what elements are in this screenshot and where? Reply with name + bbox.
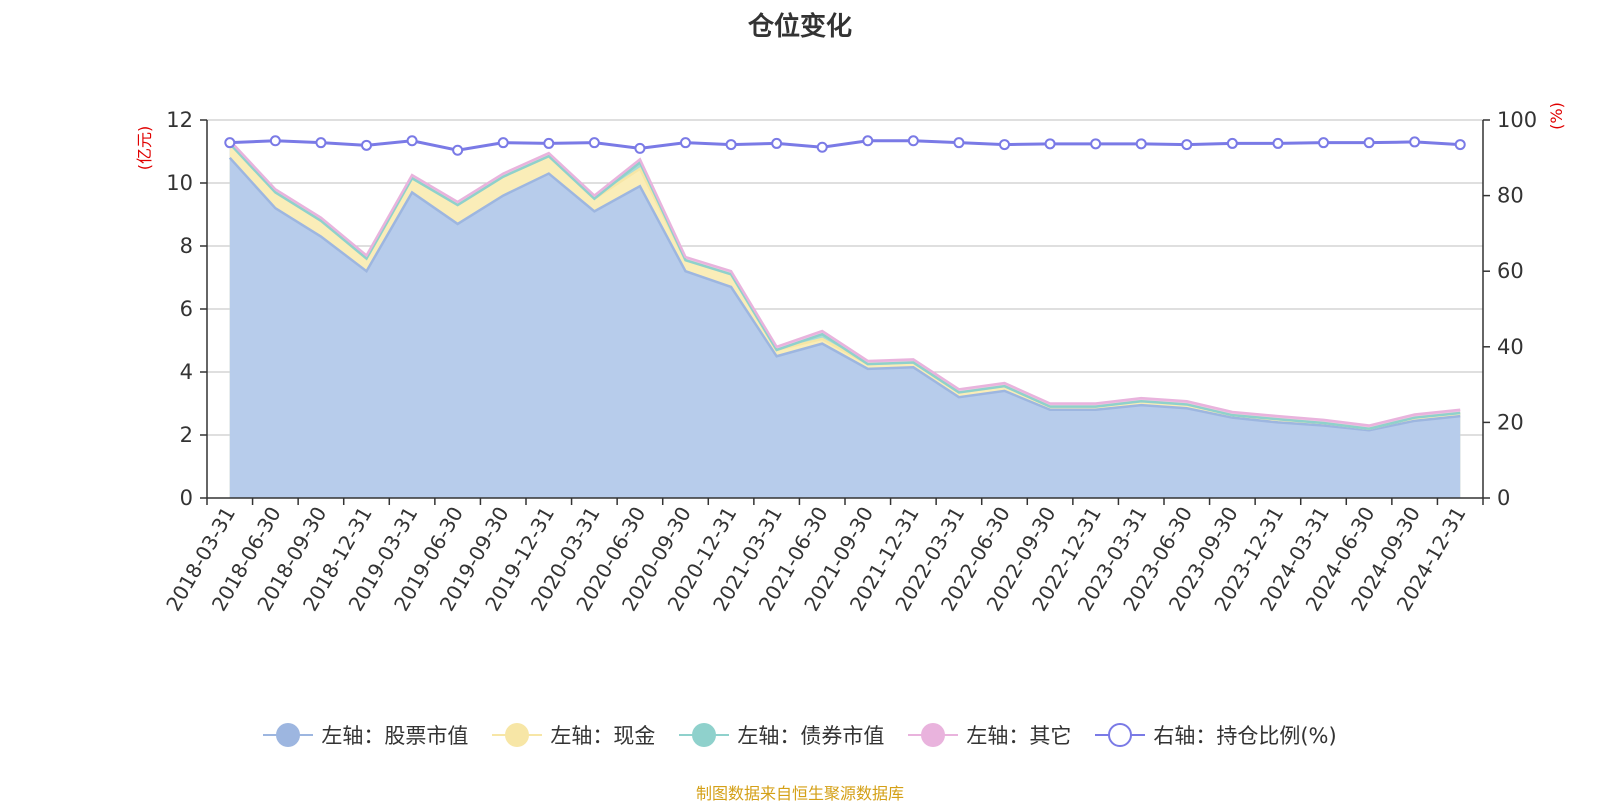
- legend-label: 左轴：债券市值: [737, 724, 885, 748]
- ratio-point: [999, 139, 1010, 151]
- right-axis-tick-label: 20: [1497, 410, 1524, 434]
- data-source-note: 制图数据来自恒生聚源数据库: [695, 784, 904, 803]
- left-axis-tick-label: 2: [180, 423, 193, 447]
- legend-label: 左轴：股票市值: [321, 724, 469, 748]
- ratio-line: [229, 139, 1461, 152]
- ratio-point: [634, 142, 646, 154]
- ratio-point: [907, 135, 919, 147]
- ratio-point: [543, 137, 555, 149]
- legend-label: 右轴：持仓比例(%): [1153, 724, 1337, 748]
- ratio-point: [1181, 139, 1193, 151]
- chart-legend: 左轴：股票市值 左轴：现金 左轴：债券市值 左轴：其它 右轴：持仓比例(%): [0, 720, 1600, 750]
- ratio-point: [269, 135, 281, 147]
- right-axis-tick-label: 80: [1497, 184, 1524, 208]
- legend-item[interactable]: 左轴：债券市值: [679, 720, 884, 750]
- right-axis-tick-label: 100: [1497, 108, 1537, 132]
- chart-title: 仓位变化: [747, 12, 852, 42]
- ratio-point: [1135, 138, 1147, 150]
- area-line-2: [228, 142, 1461, 430]
- left-axis-label: (亿元): [135, 126, 154, 171]
- legend-item[interactable]: 右轴：持仓比例(%): [1095, 720, 1337, 750]
- ratio-point: [862, 135, 874, 147]
- ratio-point: [816, 141, 828, 153]
- left-axis-tick-label: 6: [180, 297, 193, 321]
- right-axis-tick-label: 60: [1497, 259, 1524, 283]
- ratio-point: [771, 137, 783, 149]
- legend-label: 左轴：现金: [550, 724, 656, 748]
- legend-label: 左轴：其它: [966, 724, 1072, 748]
- area-line-3: [228, 139, 1461, 427]
- left-axis-tick-label: 4: [180, 360, 193, 384]
- legend-item[interactable]: 左轴：现金: [492, 720, 655, 750]
- right-axis-tick-label: 0: [1497, 486, 1510, 510]
- ratio-point: [315, 137, 327, 149]
- ratio-point: [1272, 137, 1284, 149]
- ratio-point: [1409, 136, 1421, 148]
- legend-swatch: [679, 723, 730, 747]
- legend-swatch: [1095, 723, 1146, 747]
- ratio-point: [452, 144, 464, 156]
- ratio-point: [953, 137, 965, 149]
- legend-swatch: [263, 723, 314, 747]
- left-axis-tick-label: 8: [180, 234, 193, 258]
- area-0: [229, 157, 1461, 499]
- ratio-point: [1363, 137, 1375, 149]
- ratio-point: [588, 137, 600, 149]
- legend-swatch: [908, 723, 959, 747]
- right-axis-label: (%): [1547, 102, 1566, 130]
- left-axis-tick-label: 12: [166, 108, 193, 132]
- ratio-point: [1044, 138, 1056, 150]
- legend-item[interactable]: 左轴：股票市值: [263, 720, 468, 750]
- ratio-point: [1226, 137, 1238, 149]
- ratio-point: [361, 139, 372, 151]
- ratio-point: [680, 137, 691, 149]
- ratio-point: [1090, 138, 1102, 150]
- ratio-point: [725, 139, 737, 151]
- legend-item[interactable]: 左轴：其它: [908, 720, 1071, 750]
- right-axis-tick-label: 40: [1497, 335, 1524, 359]
- ratio-point: [1454, 139, 1466, 151]
- ratio-point: [1318, 137, 1329, 149]
- legend-swatch: [492, 723, 543, 747]
- ratio-point: [406, 135, 418, 147]
- ratio-point: [224, 137, 236, 149]
- left-axis-tick-label: 10: [166, 171, 193, 195]
- left-axis-tick-label: 0: [180, 486, 193, 510]
- area-line-0: [228, 156, 1461, 432]
- ratio-point: [497, 137, 509, 149]
